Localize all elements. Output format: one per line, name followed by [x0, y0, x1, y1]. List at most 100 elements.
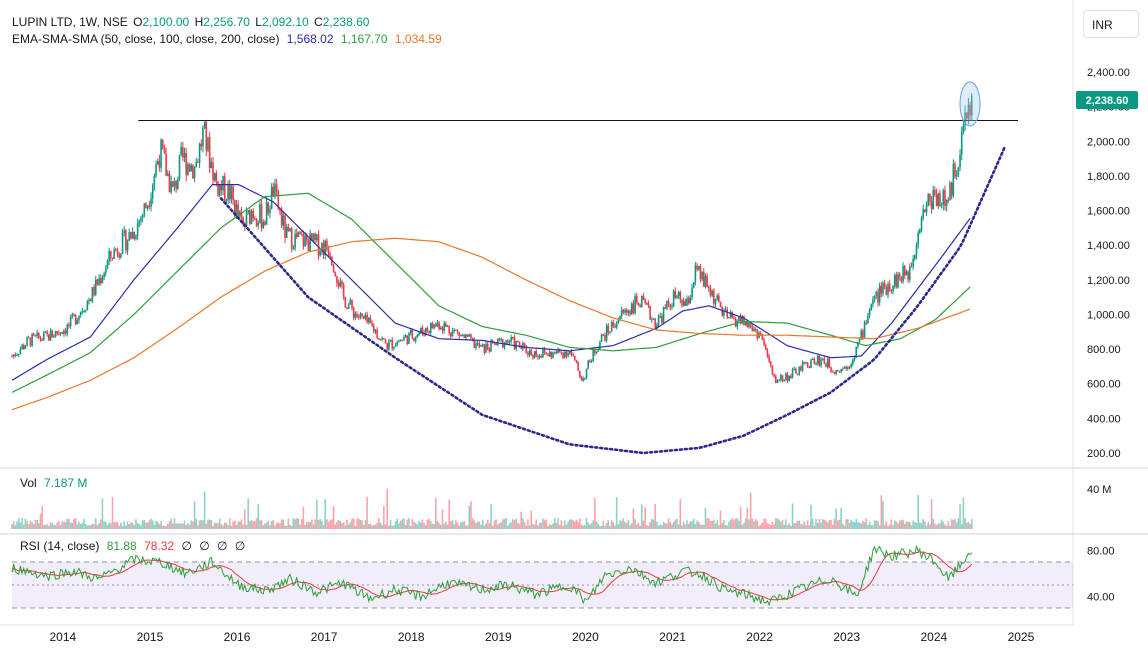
candle-body [872, 299, 874, 305]
volume-bar [577, 521, 579, 529]
candle-body [357, 316, 360, 318]
volume-bar [538, 522, 541, 529]
candle-body [378, 338, 380, 340]
candle-body [254, 218, 256, 220]
volume-bar [220, 524, 223, 529]
candle-body [925, 205, 928, 213]
candle-body [68, 324, 70, 327]
indicator-legend[interactable]: EMA-SMA-SMA (50, close, 100, close, 200,… [12, 31, 446, 47]
candle-body [145, 203, 147, 209]
candle-body [518, 342, 521, 348]
candle-body [857, 342, 859, 347]
volume-bar [285, 525, 288, 529]
candle-body [146, 205, 149, 209]
rsi-ma-value: 78.32 [144, 539, 175, 553]
volume-bar [21, 518, 23, 529]
candle-body [366, 314, 368, 323]
volume-bar [816, 523, 819, 529]
candle-body [292, 248, 295, 250]
candle-body [205, 121, 208, 151]
volume-bar [558, 524, 561, 529]
candle-body [659, 315, 662, 317]
volume-bar [182, 523, 184, 529]
candle-body [816, 356, 819, 364]
volume-bar [950, 518, 953, 529]
volume-bar [845, 519, 847, 529]
candle-body [719, 301, 722, 308]
volume-bar [32, 523, 35, 529]
volume-bar [185, 525, 187, 529]
candle-body [264, 221, 266, 225]
volume-bar [510, 522, 512, 529]
volume-bar [475, 522, 477, 529]
volume-bar [413, 521, 415, 529]
volume-bar [190, 520, 193, 529]
candle-body [76, 320, 79, 324]
candle-body [805, 362, 807, 364]
candle-body [104, 268, 107, 274]
candle-body [352, 307, 355, 318]
candle-body [630, 303, 633, 315]
candle-body [314, 233, 316, 241]
candle-body [182, 147, 184, 158]
volume-bar [662, 521, 665, 529]
volume-bar [620, 520, 623, 529]
volume-bar [12, 521, 15, 529]
candle-body [540, 355, 543, 358]
candle-body [418, 332, 420, 335]
time-tick-label: 2019 [485, 630, 512, 644]
rsi-legend[interactable]: RSI (14, close) 81.88 78.32 ∅ ∅ ∅ ∅ [20, 538, 249, 554]
candle-body [319, 251, 321, 256]
candle-body [964, 112, 966, 126]
volume-bar [143, 519, 146, 529]
candle-body [56, 331, 59, 334]
volume-bar [965, 522, 968, 529]
candle-body [883, 282, 886, 288]
volume-bar [496, 524, 499, 529]
volume-bar [654, 503, 656, 529]
candle-body [307, 240, 310, 252]
candle-body [510, 337, 512, 342]
volume-bar [686, 520, 688, 529]
candle-body [563, 351, 566, 358]
volume-bar [761, 522, 764, 529]
volume-bar [170, 518, 172, 529]
volume-bar [637, 522, 640, 529]
volume-bar [575, 519, 578, 529]
volume-bar [780, 521, 782, 529]
volume-bar [587, 522, 589, 529]
candle-body [450, 332, 452, 337]
volume-bar [295, 518, 298, 529]
candle-body [724, 309, 727, 312]
volume-bar [424, 524, 427, 529]
volume-bar [244, 509, 246, 529]
currency-button[interactable]: INR [1083, 10, 1139, 38]
volume-bar [585, 518, 588, 529]
candle-body [687, 298, 690, 304]
volume-legend[interactable]: Vol 7.187 M [20, 475, 91, 491]
candle-body [565, 351, 568, 357]
volume-bar [661, 525, 663, 529]
volume-bar [362, 525, 365, 529]
volume-bar [863, 522, 866, 529]
candle-body [733, 317, 735, 319]
candle-body [513, 337, 516, 349]
volume-bar [361, 520, 363, 529]
ohlc-open-key: O [133, 15, 143, 29]
volume-bar [262, 525, 265, 529]
candle-body [855, 346, 857, 356]
volume-bar [37, 523, 40, 529]
candle-body [453, 329, 455, 331]
volume-bar [902, 519, 904, 529]
volume-bar [937, 523, 940, 529]
sma100-value: 1,167.70 [340, 32, 388, 46]
volume-bar [48, 525, 50, 529]
volume-bar [898, 520, 901, 529]
candle-body [934, 189, 936, 195]
volume-bar [607, 520, 610, 529]
candle-body [198, 143, 201, 163]
candle-body [130, 232, 132, 239]
candle-body [443, 323, 445, 331]
volume-bar [458, 525, 461, 529]
